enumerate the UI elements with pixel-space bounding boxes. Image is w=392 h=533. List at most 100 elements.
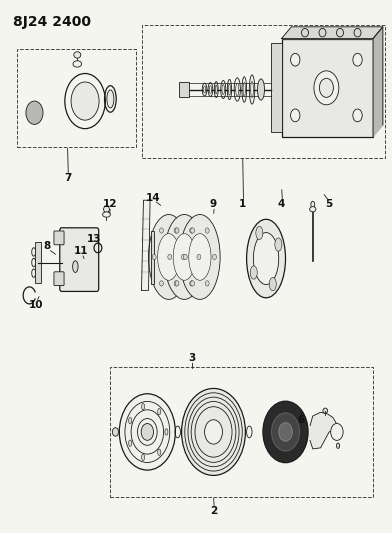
Bar — [35, 243, 41, 282]
Circle shape — [168, 254, 172, 260]
Ellipse shape — [203, 86, 206, 93]
Circle shape — [272, 413, 299, 451]
Ellipse shape — [242, 77, 247, 102]
Ellipse shape — [251, 82, 253, 98]
Circle shape — [353, 109, 362, 122]
Circle shape — [175, 281, 179, 286]
Ellipse shape — [73, 261, 78, 272]
Ellipse shape — [149, 215, 189, 300]
Circle shape — [190, 281, 194, 286]
Text: 11: 11 — [74, 246, 89, 256]
Ellipse shape — [336, 28, 343, 37]
Circle shape — [263, 401, 308, 463]
Circle shape — [175, 228, 179, 233]
Ellipse shape — [323, 408, 328, 414]
Ellipse shape — [269, 278, 276, 291]
Ellipse shape — [234, 78, 240, 101]
Ellipse shape — [142, 454, 145, 461]
Circle shape — [119, 394, 175, 470]
Polygon shape — [373, 27, 383, 136]
Ellipse shape — [129, 417, 132, 424]
Circle shape — [174, 281, 178, 286]
Ellipse shape — [301, 28, 309, 37]
Ellipse shape — [164, 215, 205, 300]
Circle shape — [290, 109, 300, 122]
Ellipse shape — [222, 85, 225, 94]
FancyBboxPatch shape — [54, 272, 64, 286]
Circle shape — [197, 254, 201, 260]
Circle shape — [353, 53, 362, 66]
Polygon shape — [142, 200, 150, 290]
Circle shape — [279, 423, 292, 441]
Ellipse shape — [214, 82, 218, 98]
Ellipse shape — [189, 233, 211, 280]
Text: 8J24 2400: 8J24 2400 — [13, 14, 91, 29]
Bar — [142, 25, 385, 158]
Text: 14: 14 — [146, 192, 160, 203]
Ellipse shape — [209, 86, 212, 93]
Circle shape — [314, 71, 339, 105]
Ellipse shape — [221, 80, 226, 99]
Ellipse shape — [250, 266, 257, 279]
Bar — [111, 367, 373, 497]
Ellipse shape — [32, 248, 36, 256]
Ellipse shape — [129, 440, 132, 446]
Circle shape — [205, 420, 222, 444]
FancyBboxPatch shape — [281, 38, 373, 136]
Bar — [17, 49, 136, 147]
Text: 9: 9 — [210, 199, 217, 209]
Ellipse shape — [258, 79, 265, 100]
Ellipse shape — [158, 233, 180, 280]
Circle shape — [152, 254, 156, 260]
Text: 1: 1 — [239, 199, 246, 209]
Circle shape — [174, 228, 178, 233]
Ellipse shape — [103, 212, 111, 217]
Ellipse shape — [256, 227, 263, 239]
Text: 6: 6 — [298, 415, 305, 425]
Text: 10: 10 — [28, 300, 43, 310]
Ellipse shape — [253, 232, 279, 285]
Ellipse shape — [208, 83, 213, 96]
Ellipse shape — [107, 90, 114, 108]
FancyBboxPatch shape — [54, 231, 64, 245]
Text: 5: 5 — [325, 199, 332, 209]
Ellipse shape — [158, 408, 161, 415]
Ellipse shape — [310, 207, 316, 212]
Ellipse shape — [180, 215, 220, 300]
Circle shape — [160, 281, 163, 286]
Bar — [271, 43, 282, 132]
Polygon shape — [310, 413, 336, 449]
Ellipse shape — [173, 233, 196, 280]
Circle shape — [205, 281, 209, 286]
Text: 4: 4 — [278, 199, 285, 209]
Circle shape — [331, 423, 343, 440]
Ellipse shape — [354, 28, 361, 37]
Ellipse shape — [247, 219, 285, 298]
Circle shape — [212, 254, 216, 260]
Circle shape — [319, 78, 333, 98]
Circle shape — [141, 424, 154, 440]
Ellipse shape — [32, 259, 36, 266]
Text: 8: 8 — [44, 241, 51, 252]
Ellipse shape — [249, 75, 255, 104]
Ellipse shape — [74, 52, 81, 58]
Ellipse shape — [311, 201, 315, 208]
Text: 12: 12 — [102, 199, 117, 209]
Circle shape — [181, 254, 185, 260]
Circle shape — [190, 228, 194, 233]
Ellipse shape — [215, 85, 217, 94]
Ellipse shape — [202, 83, 207, 96]
Text: 13: 13 — [87, 234, 101, 244]
Circle shape — [183, 254, 187, 260]
Ellipse shape — [73, 61, 82, 67]
Ellipse shape — [236, 83, 239, 96]
FancyBboxPatch shape — [60, 228, 99, 292]
Ellipse shape — [103, 206, 109, 213]
Circle shape — [181, 389, 245, 475]
Circle shape — [205, 228, 209, 233]
Ellipse shape — [165, 429, 168, 435]
Text: 2: 2 — [210, 506, 217, 516]
Bar — [179, 82, 189, 98]
Ellipse shape — [275, 238, 282, 251]
Ellipse shape — [142, 403, 145, 410]
